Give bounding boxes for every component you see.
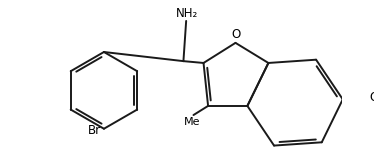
Text: Me: Me (183, 117, 200, 127)
Text: Br: Br (88, 124, 101, 137)
Text: O: O (232, 28, 241, 41)
Text: O: O (369, 91, 374, 104)
Text: NH₂: NH₂ (176, 7, 198, 20)
